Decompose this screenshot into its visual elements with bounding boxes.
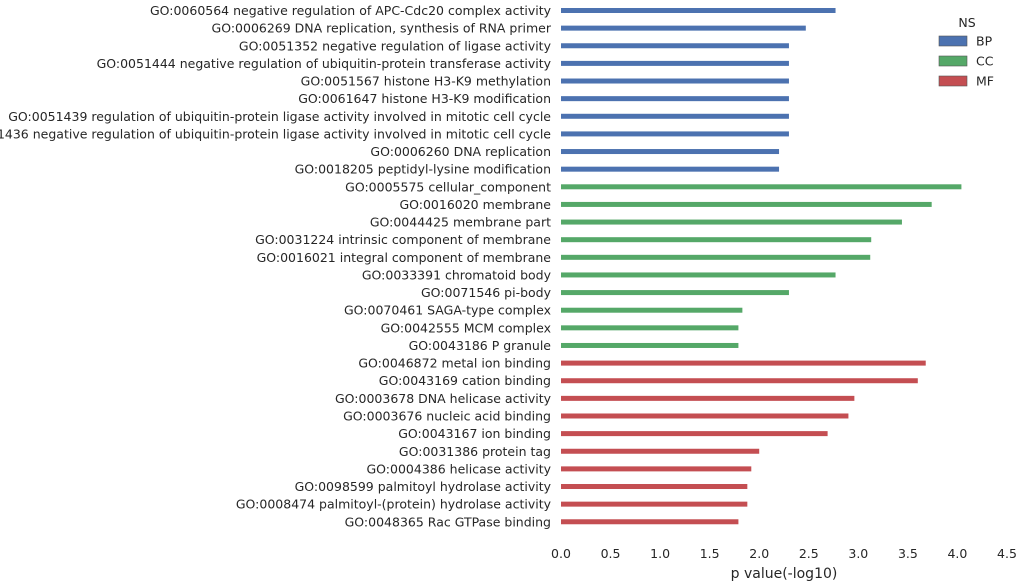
bar-cc <box>561 325 739 331</box>
bar-mf <box>561 431 828 437</box>
category-label: GO:0043186 P granule <box>409 338 552 353</box>
bar-cc <box>561 237 872 243</box>
category-label: GO:0008474 palmitoyl-(protein) hydrolase… <box>236 497 552 512</box>
category-label: GO:0003678 DNA helicase activity <box>335 391 552 406</box>
category-label: GO:0031224 intrinsic component of membra… <box>255 232 551 247</box>
category-label: GO:0016020 membrane <box>399 197 551 212</box>
category-label: GO:0033391 chromatoid body <box>362 267 552 282</box>
x-tick-label: 2.0 <box>749 546 769 561</box>
bar-bp <box>561 131 789 137</box>
bars-group <box>561 8 962 525</box>
category-label: GO:0046872 metal ion binding <box>358 356 551 371</box>
bar-mf <box>561 413 849 419</box>
x-axis-title: p value(-log10) <box>731 566 838 582</box>
category-labels: GO:0060564 negative regulation of APC-Cd… <box>0 3 552 529</box>
category-label: GO:0042555 MCM complex <box>381 320 551 335</box>
x-tick-label: 1.5 <box>700 546 720 561</box>
x-tick-label: 3.5 <box>898 546 918 561</box>
category-label: GO:0048365 Rac GTPase binding <box>345 514 551 529</box>
category-label: GO:0003676 nucleic acid binding <box>343 408 551 423</box>
category-label: GO:0006260 DNA replication <box>370 144 551 159</box>
bar-mf <box>561 378 918 384</box>
category-label: GO:0004386 helicase activity <box>366 461 551 476</box>
category-label: GO:0051439 regulation of ubiquitin-prote… <box>8 109 551 124</box>
bar-cc <box>561 272 836 278</box>
bar-mf <box>561 360 926 366</box>
bar-bp <box>561 166 780 172</box>
x-tick-label: 2.5 <box>799 546 819 561</box>
legend-label-mf: MF <box>976 74 994 89</box>
category-label: GO:0098599 palmitoyl hydrolase activity <box>295 479 552 494</box>
category-label: GO:0016021 integral component of membran… <box>257 250 552 265</box>
x-tick-label: 4.5 <box>997 546 1017 561</box>
bar-cc <box>561 342 739 348</box>
category-label: GO:0061647 histone H3-K9 modification <box>298 91 551 106</box>
bar-mf <box>561 448 760 454</box>
bar-cc <box>561 219 902 225</box>
category-label: GO:0044425 membrane part <box>370 215 551 230</box>
bar-bp <box>561 43 789 49</box>
category-label: GO:0043167 ion binding <box>398 426 551 441</box>
legend-swatch-bp <box>938 35 968 47</box>
bar-mf <box>561 484 748 490</box>
bar-bp <box>561 113 789 119</box>
bar-bp <box>561 8 836 13</box>
x-axis-ticks: 0.0 0.5 1.0 1.5 2.0 2.5 3.0 3.5 4.0 4.5 <box>551 546 1017 561</box>
x-tick-label: 1.0 <box>650 546 670 561</box>
x-tick-label: 0.5 <box>601 546 621 561</box>
bar-bp <box>561 149 780 155</box>
category-label: GO:0043169 cation binding <box>379 373 551 388</box>
bar-mf <box>561 395 855 401</box>
bar-cc <box>561 254 871 260</box>
legend-swatch-mf <box>938 75 968 87</box>
category-label: GO:0070461 SAGA-type complex <box>344 303 551 318</box>
bar-bp <box>561 78 789 84</box>
legend: NS BP CC MF <box>938 15 994 89</box>
category-label: GO:0031386 protein tag <box>399 444 551 459</box>
bar-mf <box>561 519 739 525</box>
bar-cc <box>561 290 789 296</box>
bar-bp <box>561 25 806 31</box>
category-label: GO:0051436 negative regulation of ubiqui… <box>0 126 551 141</box>
category-label: GO:0005575 cellular_component <box>345 179 551 194</box>
bar-mf <box>561 501 748 507</box>
legend-title: NS <box>958 15 975 30</box>
category-label: GO:0051567 histone H3-K9 methylation <box>301 74 551 89</box>
legend-swatch-cc <box>938 55 968 67</box>
category-label: GO:0071546 pi-body <box>421 285 552 300</box>
x-tick-label: 4.0 <box>947 546 967 561</box>
category-label: GO:0006269 DNA replication, synthesis of… <box>212 21 552 36</box>
bar-cc <box>561 184 962 190</box>
category-label: GO:0060564 negative regulation of APC-Cd… <box>150 3 552 18</box>
bar-cc <box>561 307 743 313</box>
bar-bp <box>561 60 789 66</box>
category-label: GO:0018205 peptidyl-lysine modification <box>295 162 551 177</box>
bar-cc <box>561 201 932 207</box>
bar-bp <box>561 96 789 102</box>
category-label: GO:0051444 negative regulation of ubiqui… <box>97 56 552 71</box>
bar-mf <box>561 466 752 472</box>
legend-label-bp: BP <box>976 34 993 49</box>
x-tick-label: 0.0 <box>551 546 571 561</box>
x-tick-label: 3.0 <box>848 546 868 561</box>
legend-label-cc: CC <box>976 54 994 69</box>
category-label: GO:0051352 negative regulation of ligase… <box>239 38 552 53</box>
